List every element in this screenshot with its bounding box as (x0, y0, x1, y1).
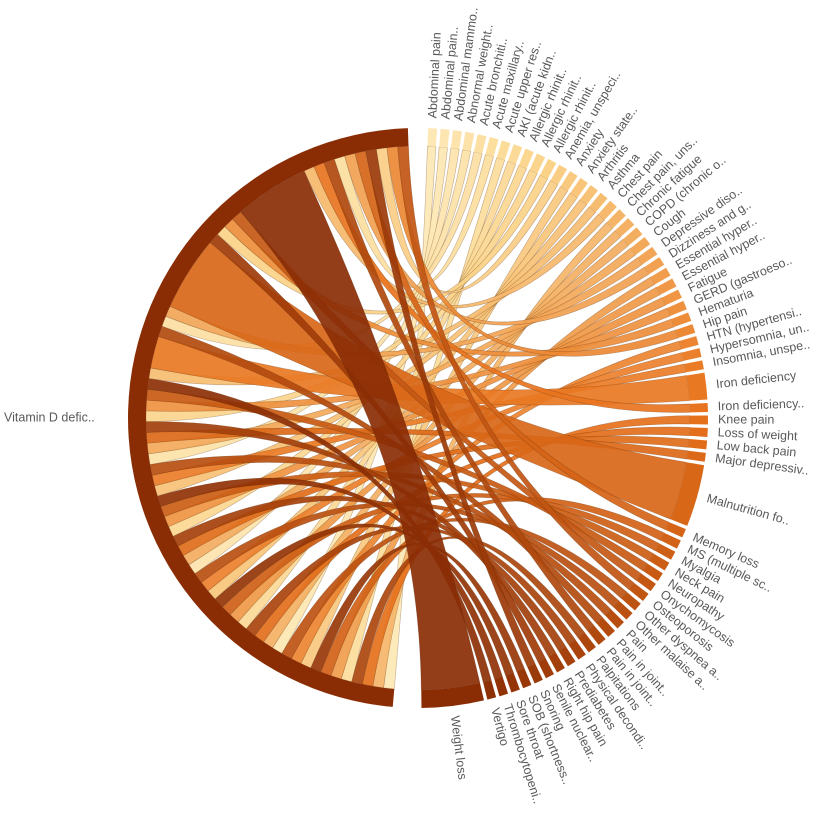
node-arc-24[interactable] (650, 267, 671, 285)
node-arc-20[interactable] (622, 227, 643, 246)
node-arc-26[interactable] (661, 289, 682, 306)
node-arc-42[interactable] (655, 543, 676, 560)
node-arc-29[interactable] (675, 324, 696, 339)
node-arc-12[interactable] (550, 164, 568, 185)
node-arc-62[interactable] (421, 682, 485, 708)
ribbon-59[interactable] (214, 523, 514, 676)
node-label-36: Loss of weight (717, 425, 798, 443)
node-arc-21[interactable] (630, 236, 651, 255)
node-arc-54[interactable] (558, 646, 576, 667)
node-arc-30[interactable] (678, 336, 699, 350)
node-label-35: Knee pain (718, 412, 774, 426)
node-arc-32[interactable] (684, 360, 704, 373)
node-arc-33[interactable] (686, 372, 708, 401)
node-arc-27[interactable] (666, 300, 687, 316)
node-arc-40[interactable] (665, 522, 686, 538)
node-arc-58[interactable] (516, 668, 532, 689)
node-arc-52[interactable] (578, 632, 596, 653)
node-arc-37[interactable] (688, 439, 708, 450)
ribbon-60[interactable] (157, 477, 503, 680)
hub-label: Vitamin D defic.. (4, 410, 95, 424)
node-arc-7[interactable] (496, 140, 511, 161)
node-arc-57[interactable] (527, 663, 543, 684)
node-arc-34[interactable] (689, 402, 708, 413)
node-arc-47[interactable] (621, 592, 641, 611)
node-arc-15[interactable] (580, 185, 598, 205)
node-label-39: Malnutrition fo.. (705, 491, 791, 527)
node-arc-38[interactable] (686, 450, 706, 462)
node-label-34: Iron deficiency.. (718, 396, 805, 413)
node-arc-8[interactable] (507, 144, 523, 165)
node-label-33: Iron deficiency (715, 368, 797, 391)
node-arc-19[interactable] (615, 218, 635, 237)
node-arc-50[interactable] (596, 617, 615, 637)
node-arc-25[interactable] (656, 278, 677, 295)
ribbons-group (145, 145, 691, 691)
node-arc-48[interactable] (613, 600, 633, 620)
node-arc-4[interactable] (462, 131, 475, 152)
node-arc-9[interactable] (518, 148, 534, 169)
node-arc-53[interactable] (568, 639, 586, 660)
node-arc-1[interactable] (427, 128, 438, 147)
node-arc-14[interactable] (570, 177, 588, 198)
node-arc-56[interactable] (538, 658, 555, 679)
node-arc-3[interactable] (450, 130, 462, 150)
node-arc-43[interactable] (649, 553, 670, 571)
node-arc-28[interactable] (671, 312, 692, 327)
node-arc-11[interactable] (540, 158, 557, 179)
node-arc-44[interactable] (642, 563, 663, 581)
node-label-62: Weight loss (448, 715, 470, 781)
node-arc-5[interactable] (473, 134, 487, 154)
node-arc-35[interactable] (689, 415, 708, 425)
node-arc-46[interactable] (629, 582, 649, 601)
ribbon-54[interactable] (172, 495, 567, 652)
ribbon-50[interactable] (158, 325, 604, 624)
node-arc-18[interactable] (606, 209, 626, 229)
ribbon-58[interactable] (310, 543, 525, 673)
node-arc-31[interactable] (681, 348, 702, 361)
node-arc-36[interactable] (689, 427, 708, 437)
node-arc-45[interactable] (636, 573, 656, 592)
node-arc-16[interactable] (589, 192, 608, 213)
node-arc-6[interactable] (485, 137, 499, 157)
node-arc-61[interactable] (483, 679, 497, 700)
node-label-1: Abdominal pain (425, 32, 443, 119)
node-arc-22[interactable] (637, 246, 658, 265)
node-arc-41[interactable] (660, 532, 681, 549)
ribbon-51[interactable] (323, 158, 595, 632)
node-arc-2[interactable] (439, 128, 450, 148)
node-arc-23[interactable] (644, 257, 665, 275)
node-arc-60[interactable] (494, 676, 509, 697)
node-arc-13[interactable] (560, 171, 578, 191)
node-arc-51[interactable] (587, 625, 606, 645)
node-arc-59[interactable] (505, 672, 520, 693)
node-arc-55[interactable] (548, 652, 565, 673)
node-arc-49[interactable] (605, 609, 624, 629)
arcs-group (127, 128, 708, 708)
node-arc-10[interactable] (529, 153, 546, 174)
ribbon-62[interactable] (240, 170, 481, 691)
node-arc-17[interactable] (598, 200, 617, 220)
node-arc-39[interactable] (670, 462, 705, 526)
ribbon-35[interactable] (361, 415, 691, 687)
